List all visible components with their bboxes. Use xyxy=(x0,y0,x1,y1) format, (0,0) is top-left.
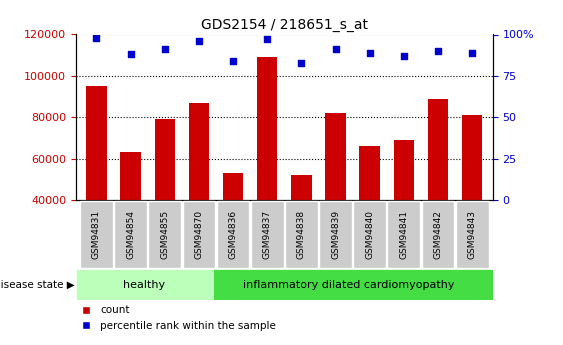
Point xyxy=(331,47,340,52)
Point xyxy=(399,53,408,59)
Point xyxy=(297,60,306,66)
Bar xyxy=(428,99,448,200)
Bar xyxy=(257,57,278,200)
FancyBboxPatch shape xyxy=(387,201,420,268)
Point xyxy=(160,47,169,52)
Text: GSM94831: GSM94831 xyxy=(92,210,101,259)
Point xyxy=(92,35,101,41)
Bar xyxy=(325,113,346,200)
Bar xyxy=(155,119,175,200)
Point xyxy=(434,48,443,54)
Bar xyxy=(120,152,141,200)
FancyBboxPatch shape xyxy=(114,201,147,268)
Text: GSM94854: GSM94854 xyxy=(126,210,135,259)
Text: GSM94840: GSM94840 xyxy=(365,210,374,259)
FancyBboxPatch shape xyxy=(213,269,506,300)
Text: GSM94843: GSM94843 xyxy=(468,210,477,259)
Bar xyxy=(462,115,482,200)
FancyBboxPatch shape xyxy=(149,201,181,268)
Point xyxy=(263,37,272,42)
Text: inflammatory dilated cardiomyopathy: inflammatory dilated cardiomyopathy xyxy=(243,280,455,289)
Text: GSM94870: GSM94870 xyxy=(194,210,203,259)
Text: GSM94837: GSM94837 xyxy=(263,210,272,259)
Text: GSM94842: GSM94842 xyxy=(434,210,443,259)
Text: healthy: healthy xyxy=(123,280,166,289)
FancyBboxPatch shape xyxy=(76,269,213,300)
FancyBboxPatch shape xyxy=(354,201,386,268)
Bar xyxy=(86,86,107,200)
Bar xyxy=(189,103,209,200)
Point xyxy=(229,58,238,64)
FancyBboxPatch shape xyxy=(455,201,489,268)
FancyBboxPatch shape xyxy=(182,201,215,268)
FancyBboxPatch shape xyxy=(217,201,249,268)
FancyBboxPatch shape xyxy=(319,201,352,268)
Text: GSM94836: GSM94836 xyxy=(229,210,238,259)
FancyBboxPatch shape xyxy=(80,201,113,268)
Title: GDS2154 / 218651_s_at: GDS2154 / 218651_s_at xyxy=(201,18,368,32)
Legend: count, percentile rank within the sample: count, percentile rank within the sample xyxy=(81,305,276,331)
Text: disease state ▶: disease state ▶ xyxy=(0,280,74,289)
Point xyxy=(126,52,135,57)
FancyBboxPatch shape xyxy=(422,201,454,268)
Text: GSM94855: GSM94855 xyxy=(160,210,169,259)
Bar xyxy=(359,146,380,200)
Bar xyxy=(291,175,312,200)
FancyBboxPatch shape xyxy=(285,201,318,268)
Bar xyxy=(394,140,414,200)
Text: GSM94838: GSM94838 xyxy=(297,210,306,259)
Point xyxy=(468,50,477,56)
Point xyxy=(365,50,374,56)
Text: GSM94839: GSM94839 xyxy=(331,210,340,259)
Text: GSM94841: GSM94841 xyxy=(399,210,408,259)
FancyBboxPatch shape xyxy=(251,201,284,268)
Bar xyxy=(223,173,243,200)
Point xyxy=(194,38,203,44)
